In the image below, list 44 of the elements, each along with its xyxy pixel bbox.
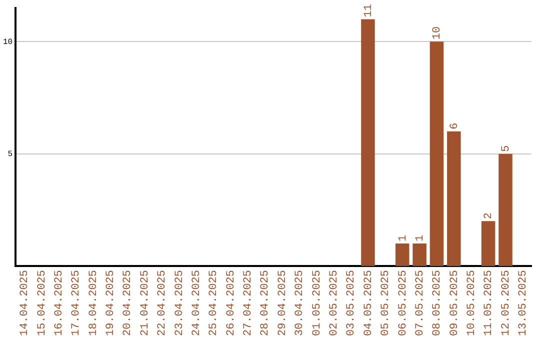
x-tick-label: 13.05.2025: [518, 270, 530, 336]
bar: [395, 244, 410, 266]
bar: [361, 19, 375, 266]
x-tick-label: 20.04.2025: [122, 270, 134, 336]
data-label: 5: [500, 145, 512, 152]
bar: [430, 42, 444, 266]
data-label: 2: [483, 212, 496, 220]
x-tick-label: 17.04.2025: [70, 270, 83, 336]
x-tick-label: 04.05.2025: [362, 270, 375, 336]
x-tick-label: 01.05.2025: [311, 270, 324, 336]
x-tick-label: 18.04.2025: [88, 270, 100, 336]
x-tick-label: 05.05.2025: [380, 270, 392, 336]
x-tick-label: 22.04.2025: [156, 270, 169, 336]
x-tick-label: 10.05.2025: [466, 270, 478, 336]
x-tick-label: 12.05.2025: [500, 270, 512, 336]
x-tick-label: 11.05.2025: [483, 270, 496, 336]
x-tick-label: 16.04.2025: [53, 270, 66, 336]
data-label: 1: [414, 234, 426, 242]
x-tick-label: 27.04.2025: [242, 270, 255, 336]
bar: [412, 244, 426, 266]
x-tick-label: 19.04.2025: [105, 270, 118, 336]
x-tick-label: 24.04.2025: [190, 270, 203, 336]
data-label: 10: [432, 26, 444, 40]
bar: [447, 131, 461, 266]
x-tick-label: 07.05.2025: [414, 270, 426, 336]
x-tick-label: 30.04.2025: [294, 270, 306, 336]
x-tick-label: 26.04.2025: [225, 270, 238, 336]
x-tick-label: 06.05.2025: [397, 270, 410, 336]
x-tick-label: 08.05.2025: [432, 270, 444, 336]
x-tick-label: 21.04.2025: [139, 270, 152, 336]
data-label: 1: [397, 234, 410, 242]
x-tick-label: 14.04.2025: [19, 270, 32, 336]
x-tick-label: 23.04.2025: [174, 270, 186, 336]
x-tick-label: 15.04.2025: [36, 270, 48, 336]
bar: [481, 221, 496, 266]
x-tick-label: 02.05.2025: [328, 270, 340, 336]
x-tick-label: 25.04.2025: [208, 270, 220, 336]
x-tick-label: 29.04.2025: [276, 270, 289, 336]
x-tick-label: 09.05.2025: [448, 270, 461, 336]
data-label: 11: [362, 4, 375, 18]
bar: [498, 154, 512, 266]
x-tick-label: 03.05.2025: [346, 270, 358, 336]
x-tick-label: 28.04.2025: [260, 270, 272, 336]
data-label: 6: [448, 122, 461, 130]
